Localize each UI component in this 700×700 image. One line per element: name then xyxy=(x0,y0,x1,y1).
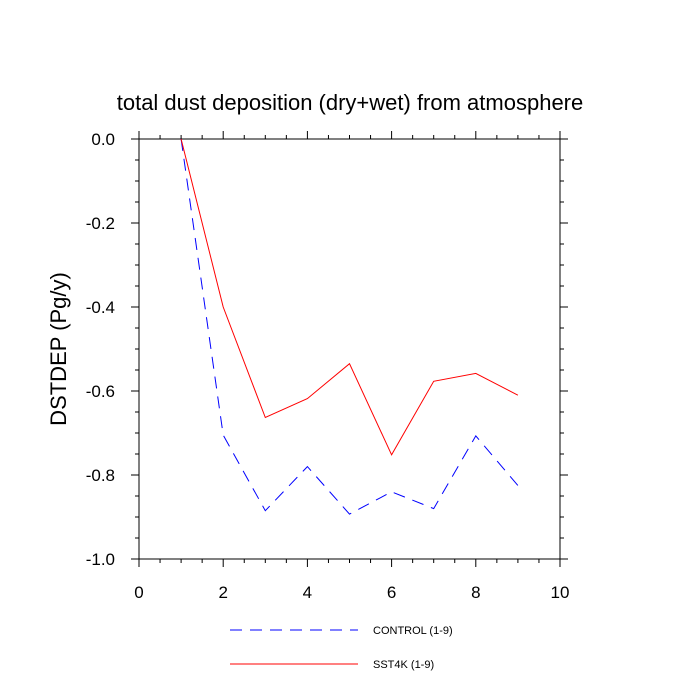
plot-frame xyxy=(138,138,561,560)
x-tick-label: 2 xyxy=(218,583,227,602)
y-tick-label: -0.2 xyxy=(86,214,115,233)
y-tick-label: -0.8 xyxy=(86,466,115,485)
y-tick-label: -0.4 xyxy=(86,298,115,317)
legend: CONTROL (1-9) SST4K (1-9) xyxy=(230,625,453,671)
chart-title: total dust deposition (dry+wet) from atm… xyxy=(117,90,584,115)
x-tick-label: 4 xyxy=(303,583,312,602)
legend-label: SST4K (1-9) xyxy=(373,659,434,671)
x-tick-label: 6 xyxy=(387,583,396,602)
legend-label: CONTROL (1-9) xyxy=(373,625,453,637)
series-line-sst4k xyxy=(180,138,519,456)
tick-group: 0 2 4 6 8 10 0.0 -0.2 -0.4 -0.6 -0.8 -1.0 xyxy=(86,130,570,602)
y-tick-label: -1.0 xyxy=(86,550,115,569)
x-tick-label: 8 xyxy=(471,583,480,602)
series-line-control xyxy=(180,138,519,515)
x-tick-label: 10 xyxy=(551,583,570,602)
x-tick-label: 0 xyxy=(134,583,143,602)
y-tick-label: -0.6 xyxy=(86,382,115,401)
y-axis-label: DSTDEP (Pg/y) xyxy=(46,272,71,426)
y-tick-label: 0.0 xyxy=(91,130,115,149)
series-group xyxy=(180,138,519,515)
